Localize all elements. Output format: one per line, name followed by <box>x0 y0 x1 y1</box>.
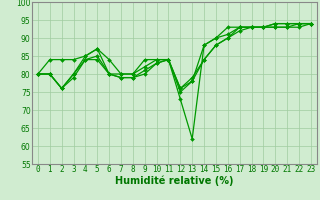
X-axis label: Humidité relative (%): Humidité relative (%) <box>115 176 234 186</box>
